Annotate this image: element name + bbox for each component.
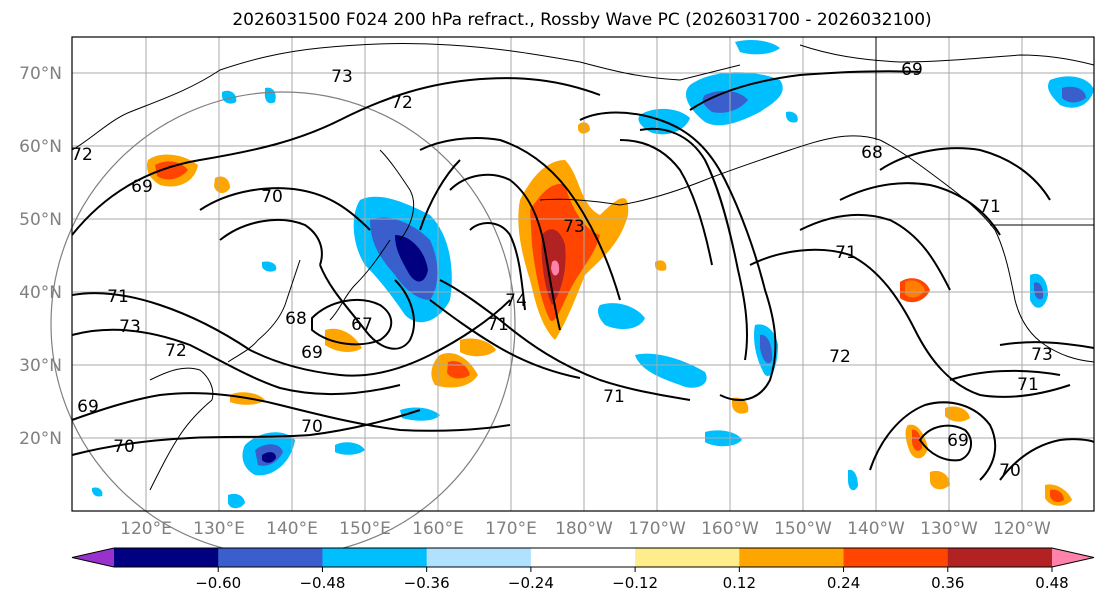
- lat-label: 60°N: [19, 137, 62, 157]
- colorbar-tick-label: 0.12: [723, 574, 756, 592]
- lon-label: 160°W: [701, 519, 759, 539]
- lon-label: 160°E: [412, 519, 464, 539]
- map-panel: 73 72 72 69 70 71 73 72 69 68 69 67 71 7…: [50, 36, 1095, 557]
- contour-label: 69: [301, 343, 323, 363]
- colorbar-segment: [114, 548, 219, 567]
- lon-label: 180°W: [555, 519, 613, 539]
- contour-label: 71: [603, 387, 625, 407]
- lon-label: 120°E: [120, 519, 172, 539]
- colorbar-tick-label: −0.60: [195, 574, 241, 592]
- contour-label: 71: [107, 287, 129, 307]
- lat-label: 40°N: [19, 283, 62, 303]
- contour-label: 68: [285, 309, 307, 329]
- colorbar-extend-low: [72, 548, 114, 567]
- colorbar-segment: [843, 548, 949, 567]
- contour-label: 69: [77, 397, 99, 417]
- colorbar-tick-label: −0.36: [404, 574, 450, 592]
- map-frame: [71, 36, 1095, 512]
- figure-title: 2026031500 F024 200 hPa refract., Rossby…: [232, 10, 931, 30]
- contour-label: 73: [331, 67, 353, 87]
- gridlines: [72, 37, 1094, 511]
- lon-label: 150°E: [339, 519, 391, 539]
- lon-label: 140°W: [847, 519, 905, 539]
- contour-label: 69: [901, 60, 923, 80]
- contour-label: 71: [487, 315, 509, 335]
- coastlines: [71, 37, 1095, 491]
- contour-label: 70: [999, 461, 1021, 481]
- lat-label: 70°N: [19, 64, 62, 84]
- colorbar-segment: [635, 548, 740, 567]
- lon-label: 130°W: [920, 519, 978, 539]
- lon-label: 140°E: [266, 519, 318, 539]
- colorbar-extend-high: [1052, 548, 1094, 567]
- latitude-labels: 70°N 60°N 50°N 40°N 30°N 20°N: [19, 64, 62, 449]
- colorbar-tick-label: −0.12: [612, 574, 658, 592]
- contour-label: 72: [391, 93, 413, 113]
- colorbar: [71, 547, 1095, 568]
- contour-lines: [71, 70, 1095, 481]
- colorbar-tick-label: 0.24: [827, 574, 860, 592]
- contour-label: 73: [563, 217, 585, 237]
- longitude-labels: 120°E 130°E 140°E 150°E 160°E 170°E 180°…: [120, 519, 1051, 539]
- contour-label: 70: [113, 437, 135, 457]
- contour-label: 73: [119, 317, 141, 337]
- contour-label: 67: [351, 315, 373, 335]
- contour-label: 70: [261, 187, 283, 207]
- colorbar-tick-label: 0.48: [1035, 574, 1068, 592]
- lon-label: 170°E: [485, 519, 537, 539]
- colorbar-tick-label: −0.24: [508, 574, 554, 592]
- colorbar-tick-label: 0.36: [931, 574, 964, 592]
- colorbar-segment: [218, 548, 323, 567]
- shaded-anomalies: [92, 40, 1094, 509]
- lon-label: 170°W: [628, 519, 686, 539]
- contour-label: 70: [301, 417, 323, 437]
- colorbar-segment: [530, 548, 636, 567]
- lat-label: 50°N: [19, 210, 62, 230]
- colorbar-segment: [322, 548, 428, 567]
- lat-label: 20°N: [19, 429, 62, 449]
- contour-label: 74: [505, 291, 527, 311]
- contour-label: 72: [71, 145, 93, 165]
- contour-label: 72: [165, 341, 187, 361]
- contour-label: 71: [835, 243, 857, 263]
- contour-label: 69: [131, 177, 153, 197]
- lon-label: 120°W: [993, 519, 1051, 539]
- colorbar-outline: [71, 547, 1095, 568]
- lat-label: 30°N: [19, 356, 62, 376]
- contour-label: 71: [979, 197, 1001, 217]
- colorbar-tick-label: −0.48: [299, 574, 345, 592]
- contour-label: 72: [829, 347, 851, 367]
- contour-label: 69: [947, 431, 969, 451]
- contour-label: 71: [1017, 375, 1039, 395]
- colorbar-segment: [426, 548, 532, 567]
- colorbar-ticks: −0.60 −0.48 −0.36 −0.24 −0.12 0.12 0.24 0.36 0.4…: [195, 567, 1069, 592]
- contour-label: 73: [1031, 345, 1053, 365]
- lon-label: 130°E: [193, 519, 245, 539]
- colorbar-segment: [947, 548, 1053, 567]
- contour-label: 68: [861, 143, 883, 163]
- colorbar-segment: [739, 548, 845, 567]
- contour-label-group: 73 72 72 69 70 71 73 72 69 68 69 67 71 7…: [71, 60, 1053, 481]
- lon-label: 150°W: [774, 519, 832, 539]
